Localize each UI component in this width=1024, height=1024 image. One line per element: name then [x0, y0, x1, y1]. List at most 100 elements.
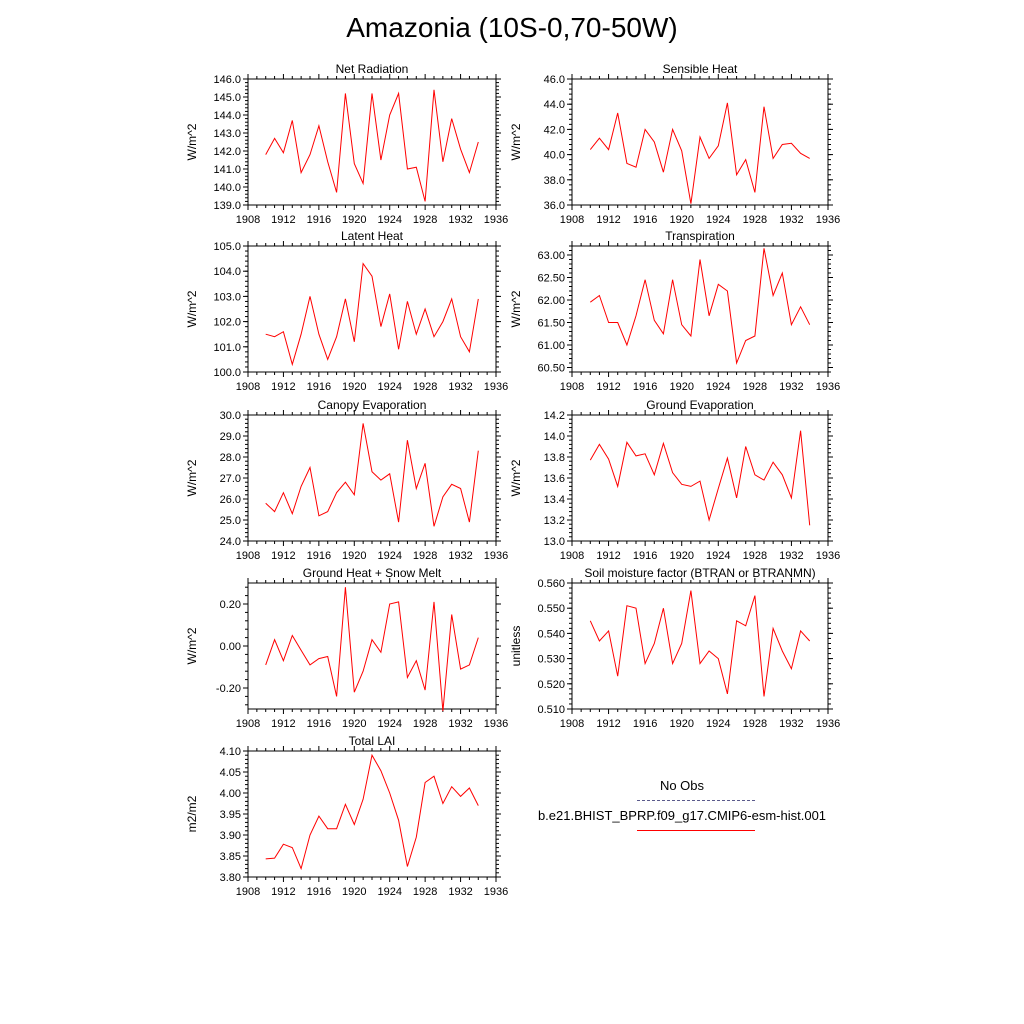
x-tick-label: 1916: [633, 550, 657, 562]
y-tick-label: 46.0: [544, 74, 565, 86]
x-tick-label: 1924: [706, 718, 730, 730]
y-tick-label: 4.10: [220, 746, 241, 758]
x-tick-label: 1912: [596, 550, 620, 562]
y-tick-label: 143.0: [213, 128, 241, 140]
y-tick-label: 26.0: [220, 494, 241, 506]
y-tick-label: 141.0: [213, 164, 241, 176]
y-axis-label: W/m^2: [509, 123, 523, 160]
chart-panel: Ground Evaporation W/m^2 1908 1912 1916 1920 1…: [509, 398, 840, 562]
y-tick-label: 29.0: [220, 431, 241, 443]
x-tick-label: 1908: [560, 718, 584, 730]
x-tick-label: 1924: [377, 214, 401, 226]
plot-frame: [247, 750, 497, 878]
x-tick-label: 1908: [236, 718, 260, 730]
x-tick-label: 1912: [596, 381, 620, 393]
y-tick-label: 62.50: [537, 273, 565, 285]
x-tick-label: 1924: [706, 381, 730, 393]
chart-title: Ground Evaporation: [646, 398, 753, 412]
x-tick-label: 1920: [342, 886, 366, 898]
legend-model-label: b.e21.BHIST_BPRP.f09_g17.CMIP6-esm-hist.…: [537, 808, 827, 823]
series-line: [265, 753, 479, 871]
y-tick-label: 0.00: [220, 641, 241, 653]
x-tick-label: 1936: [484, 550, 508, 562]
y-tick-label: 146.0: [213, 74, 241, 86]
x-tick-label: 1932: [779, 550, 803, 562]
y-tick-label: 13.0: [544, 536, 565, 548]
chart-panel: Latent Heat W/m^2 1908 1912 1916 1920 1924 1928…: [185, 229, 508, 393]
x-tick-label: 1932: [779, 381, 803, 393]
x-tick-label: 1912: [596, 214, 620, 226]
chart-panel: Sensible Heat W/m^2 1908 1912 1916 1920 1924 19…: [509, 62, 840, 226]
x-tick-label: 1928: [413, 214, 437, 226]
x-tick-label: 1932: [448, 886, 472, 898]
series-line: [265, 423, 479, 527]
chart-panel: Ground Heat + Snow Melt W/m^2 1908 1912 1916…: [185, 566, 508, 730]
x-tick-label: 1920: [342, 550, 366, 562]
y-tick-label: 42.0: [544, 124, 565, 136]
y-tick-label: 40.0: [544, 150, 565, 162]
x-tick-label: 1932: [779, 718, 803, 730]
x-tick-label: 1928: [413, 381, 437, 393]
x-tick-label: 1908: [560, 214, 584, 226]
y-tick-label: 13.8: [544, 452, 565, 464]
y-tick-label: 3.95: [220, 809, 241, 821]
plot-frame: [247, 414, 497, 542]
x-tick-label: 1920: [342, 718, 366, 730]
y-axis-label: W/m^2: [185, 290, 199, 327]
x-tick-label: 1916: [633, 381, 657, 393]
y-axis-label: unitless: [509, 626, 523, 667]
x-tick-label: 1936: [816, 718, 840, 730]
series-line: [589, 590, 811, 697]
y-tick-label: 0.560: [537, 578, 565, 590]
plot-frame: [571, 245, 829, 373]
x-tick-label: 1936: [484, 718, 508, 730]
chart-panel: Transpiration W/m^2 1908 1912 1916 1920 1924 19…: [509, 229, 840, 393]
x-tick-label: 1912: [271, 718, 295, 730]
y-tick-label: 14.0: [544, 431, 565, 443]
chart-title: Canopy Evaporation: [318, 398, 427, 412]
legend-model-line: [637, 830, 755, 831]
plot-frame: [571, 414, 829, 542]
x-tick-label: 1928: [413, 718, 437, 730]
x-tick-label: 1924: [706, 214, 730, 226]
x-tick-label: 1932: [448, 550, 472, 562]
y-tick-label: 101.0: [213, 342, 241, 354]
x-tick-label: 1936: [484, 886, 508, 898]
x-tick-label: 1908: [560, 550, 584, 562]
y-tick-label: 139.0: [213, 200, 241, 212]
x-tick-label: 1928: [413, 550, 437, 562]
y-tick-label: 36.0: [544, 200, 565, 212]
x-tick-label: 1920: [342, 381, 366, 393]
y-axis-label: W/m^2: [185, 123, 199, 160]
x-tick-label: 1916: [633, 718, 657, 730]
y-tick-label: 4.00: [220, 788, 241, 800]
y-tick-label: 61.00: [537, 340, 565, 352]
y-tick-label: 140.0: [213, 182, 241, 194]
y-tick-label: 3.80: [220, 872, 241, 884]
x-tick-label: 1916: [307, 550, 331, 562]
y-tick-label: 145.0: [213, 92, 241, 104]
chart-panel: Canopy Evaporation W/m^2 1908 1912 1916 1920 1…: [185, 398, 508, 562]
y-tick-label: 100.0: [213, 367, 241, 379]
y-tick-label: 27.0: [220, 473, 241, 485]
y-tick-label: 60.50: [537, 363, 565, 375]
x-tick-label: 1916: [307, 718, 331, 730]
y-axis-label: W/m^2: [185, 459, 199, 496]
series-line: [589, 102, 810, 204]
y-tick-label: 61.50: [537, 318, 565, 330]
y-tick-label: 0.540: [537, 628, 565, 640]
x-tick-label: 1908: [236, 886, 260, 898]
x-tick-label: 1924: [377, 718, 401, 730]
x-tick-label: 1912: [271, 886, 295, 898]
series-line: [590, 248, 811, 365]
y-tick-label: 13.2: [544, 515, 565, 527]
x-tick-label: 1908: [236, 214, 260, 226]
y-tick-label: 144.0: [213, 110, 241, 122]
y-tick-label: 25.0: [220, 515, 241, 527]
y-tick-label: 0.530: [537, 654, 565, 666]
chart-panel: Soil moisture factor (BTRAN or BTRANMN) u…: [509, 566, 840, 730]
x-tick-label: 1916: [307, 381, 331, 393]
x-tick-label: 1912: [271, 214, 295, 226]
y-tick-label: 105.0: [213, 241, 241, 253]
